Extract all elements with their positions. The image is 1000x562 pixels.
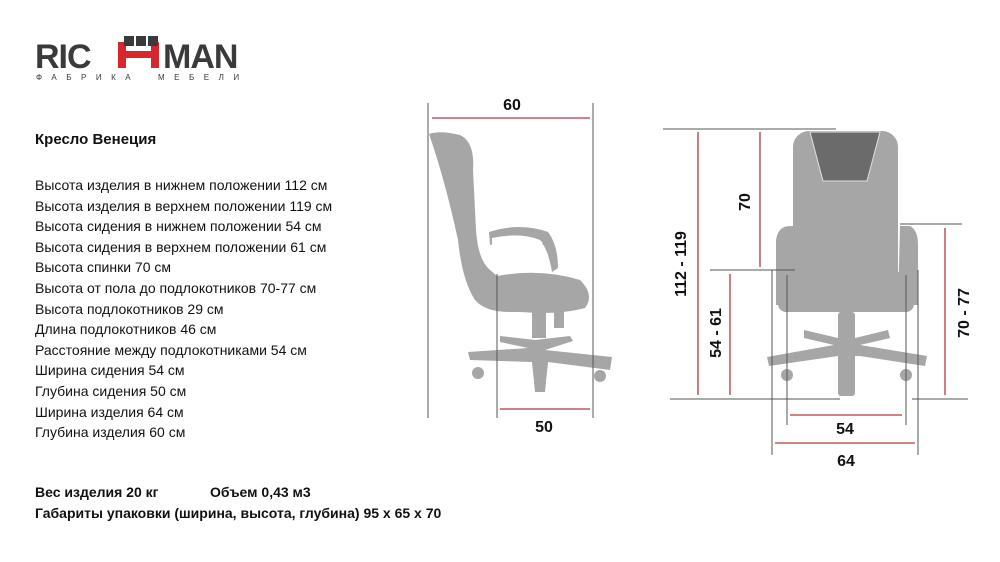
back-height-label: 70 [737,193,754,211]
spec-item: Высота изделия в нижнем положении 112 см [35,177,328,193]
front-view-chair [767,131,927,396]
spec-item: Высота изделия в верхнем положении 119 с… [35,197,333,214]
spec-item: Ширина сидения 54 см [35,362,185,379]
front-view-dimensions [663,128,968,455]
svg-text:ФАБРИКА: ФАБРИКА [36,73,140,82]
side-seat-depth-label: 50 [535,419,553,436]
product-volume: Объем 0,43 м3 [210,484,311,500]
armrest-height-label: 70 - 77 [956,288,973,338]
spec-item: Высота спинки 70 см [35,259,172,276]
svg-text:МЕБЕЛИ: МЕБЕЛИ [158,73,249,82]
product-title: Кресло Венеция [35,131,157,148]
spec-item: Высота сидения в верхнем положении 61 см [35,238,327,255]
product-weight: Вес изделия 20 кг [35,484,159,500]
side-view-chair [429,132,612,392]
svg-text:MAN: MAN [163,38,237,76]
spec-item: Глубина сидения 50 см [35,382,187,399]
packaging-dimensions: Габариты упаковки (ширина, высота, глуби… [35,505,442,521]
seat-height-label: 54 - 61 [708,308,725,358]
total-height-label: 112 - 119 [673,231,690,297]
spec-item: Длина подлокотников 46 см [35,321,217,338]
spec-list: Высота изделия в нижнем положении 112 см… [35,175,332,443]
logo-h-mark [118,36,159,68]
seat-width-label: 54 [836,421,854,438]
side-view-dimensions [427,103,594,418]
spec-item: Высота подлокотников 29 см [35,300,224,317]
side-depth-label: 60 [503,97,521,114]
total-width-label: 64 [837,453,855,470]
spec-item: Ширина изделия 64 см [35,403,184,420]
spec-item: Высота от пола до подлокотников 70-77 см [35,279,317,296]
richman-logo: RIC MAN ФАБРИКА МЕБЕЛИ [35,36,249,82]
svg-text:RIC: RIC [35,38,91,76]
spec-item: Глубина изделия 60 см [35,424,186,441]
spec-item: Высота сидения в нижнем положении 54 см [35,218,322,235]
spec-item: Расстояние между подлокотниками 54 см [35,341,307,358]
